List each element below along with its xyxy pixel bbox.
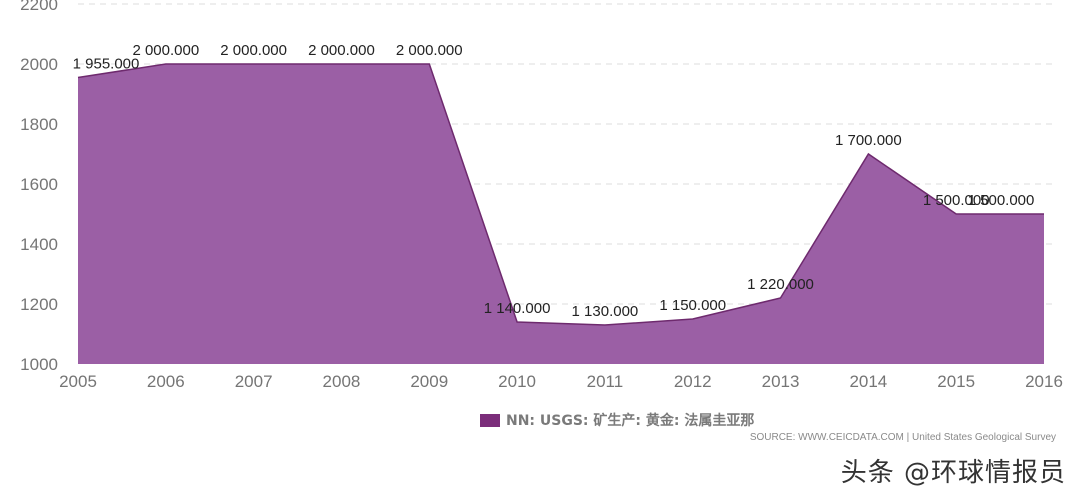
data-label: 2 000.000 <box>396 42 463 59</box>
data-label: 2 000.000 <box>132 42 199 59</box>
series-line <box>77 63 1044 326</box>
y-tick-label: 1000 <box>20 355 58 374</box>
series-area <box>78 64 1044 364</box>
y-tick-label: 1600 <box>20 175 58 194</box>
legend[interactable]: NN: USGS: 矿生产: 黄金: 法属圭亚那 <box>480 410 754 430</box>
x-tick-label: 2015 <box>937 372 975 391</box>
data-label: 1 220.000 <box>747 276 814 293</box>
x-tick-label: 2016 <box>1025 372 1063 391</box>
watermark: 头条 @环球情报员 <box>840 458 1066 488</box>
x-tick-label: 2009 <box>410 372 448 391</box>
y-tick-label: 1800 <box>20 115 58 134</box>
data-label: 1 500.000 <box>923 192 990 209</box>
legend-label: NN: USGS: 矿生产: 黄金: 法属圭亚那 <box>506 413 755 429</box>
data-label: 1 130.000 <box>572 303 639 320</box>
data-label: 1 140.000 <box>484 300 551 317</box>
x-tick-label: 2007 <box>235 372 273 391</box>
data-label: 2 000.000 <box>308 42 375 59</box>
data-label: 1 500.000 <box>968 192 1035 209</box>
x-tick-label: 2005 <box>59 372 97 391</box>
y-axis-ticks: 1000 1200 1400 1600 1800 2000 2200 <box>20 0 58 374</box>
y-tick-label: 2000 <box>20 55 58 74</box>
x-tick-label: 2011 <box>587 372 624 391</box>
source-note: SOURCE: WWW.CEICDATA.COM | United States… <box>749 432 1056 443</box>
y-tick-label: 1200 <box>20 295 58 314</box>
x-tick-label: 2006 <box>147 372 185 391</box>
data-label: 2 000.000 <box>220 42 287 59</box>
x-axis-ticks: 2005 2006 2007 2008 2009 2010 2011 2012 2013 2014… <box>59 372 1063 391</box>
data-label: 1 150.000 <box>659 297 726 314</box>
y-tick-label: 2200 <box>20 0 58 14</box>
x-tick-label: 2013 <box>762 372 800 391</box>
x-tick-label: 2010 <box>498 372 536 391</box>
x-tick-label: 2012 <box>674 372 712 391</box>
x-tick-label: 2008 <box>323 372 361 391</box>
data-label: 1 955.000 <box>73 56 140 73</box>
legend-swatch <box>480 413 500 427</box>
x-tick-label: 2014 <box>849 372 887 391</box>
data-label: 1 700.000 <box>835 132 902 149</box>
y-tick-label: 1400 <box>20 235 58 254</box>
